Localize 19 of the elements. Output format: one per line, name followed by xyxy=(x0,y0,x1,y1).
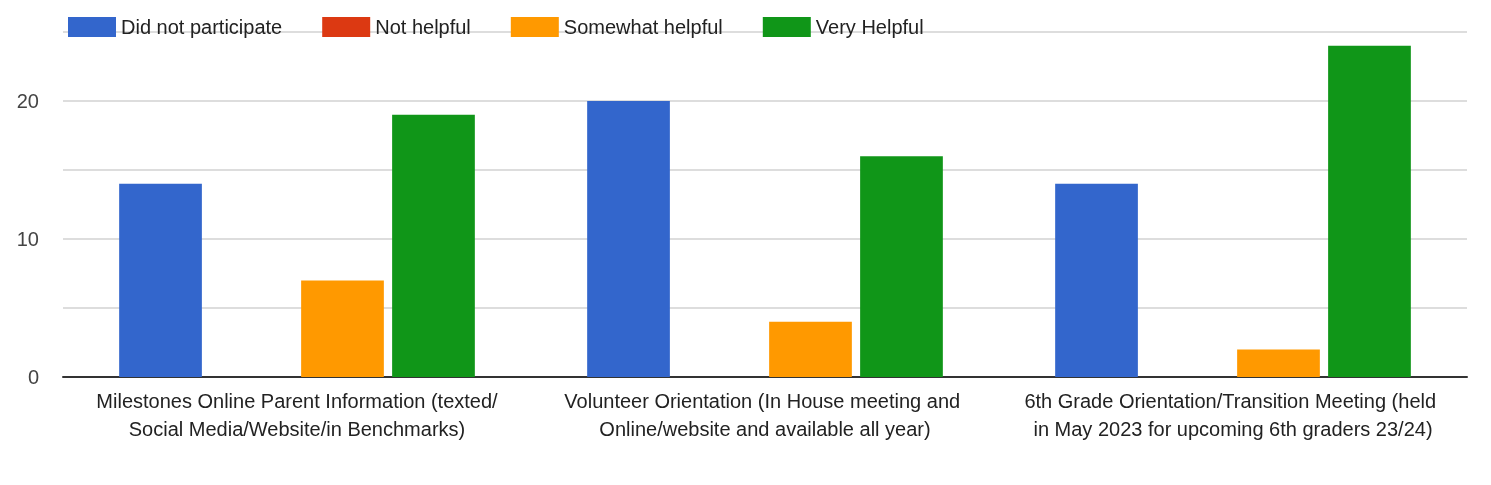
bar xyxy=(301,280,384,377)
bar xyxy=(119,183,202,377)
x-tick-label: Volunteer Orientation (In House meeting and Online/website and available all year) xyxy=(564,390,966,440)
x-tick-label: 6th Grade Orientation/Transition Meeting (held in May 2023 for upcoming 6th graders 23/24) xyxy=(1024,390,1442,440)
legend-label: Did not participate xyxy=(121,16,283,38)
legend-label: Somewhat helpful xyxy=(563,16,723,38)
bar xyxy=(769,321,852,377)
bar xyxy=(392,114,475,377)
y-tick-label: 0 xyxy=(27,366,39,388)
y-tick-label: 20 xyxy=(16,90,39,112)
x-tick-label: Milestones Online Parent Information (texted/Social Media/Website/in Benchmarks) xyxy=(96,390,499,440)
bar xyxy=(587,101,670,377)
legend-label: Very Helpful xyxy=(815,16,924,38)
bar xyxy=(1237,349,1320,377)
bar xyxy=(1328,45,1411,377)
bar xyxy=(860,156,943,377)
bar xyxy=(1055,183,1138,377)
legend-label: Not helpful xyxy=(375,16,471,38)
y-tick-label: 10 xyxy=(16,228,39,250)
